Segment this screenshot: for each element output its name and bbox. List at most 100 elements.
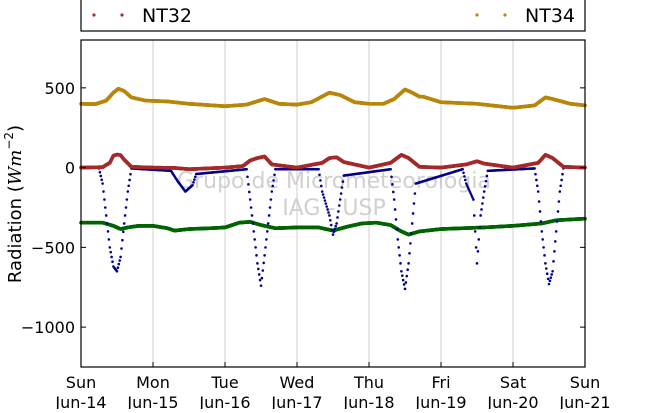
- point-series-2-339: [395, 228, 399, 231]
- point-series-2-427: [473, 214, 476, 217]
- point-series-2-439: [483, 185, 487, 188]
- point-series-2-187: [262, 261, 266, 265]
- series-series-2: [97, 167, 565, 291]
- point-series-2-359: [413, 192, 417, 195]
- point-series-2-509: [545, 267, 548, 270]
- point-series-2-264: [329, 223, 333, 227]
- point-series-2-517: [552, 260, 555, 263]
- point-series-2-34: [128, 178, 131, 182]
- point-series-2-501: [537, 200, 541, 203]
- point-series-2-30: [124, 206, 128, 209]
- series-nt32: [79, 152, 587, 171]
- x-tick-label-day-7: Sun: [570, 373, 600, 392]
- point-series-2-428: [473, 230, 477, 233]
- point-series-2-259: [325, 205, 329, 208]
- point-series-2-527: [561, 172, 564, 176]
- point-series-2-433: [478, 226, 482, 229]
- point-series-2-183: [258, 278, 262, 282]
- point-series-2-358: [412, 202, 416, 205]
- point-series-2-437: [482, 196, 485, 199]
- point-series-2-182: [257, 273, 261, 276]
- point-series-2-31: [125, 198, 129, 201]
- point-series-2-199: [273, 173, 276, 177]
- point-series-2-4: [101, 182, 104, 185]
- point-series-2-15: [111, 260, 114, 264]
- point-series-2-252: [319, 179, 322, 182]
- point-series-2-423: [469, 192, 473, 195]
- point-series-2-417: [464, 178, 467, 182]
- point-series-2-502: [538, 210, 542, 213]
- legend-marker-nt34-1: [503, 13, 507, 17]
- point-series-2-515: [550, 273, 553, 276]
- x-tick-label-day-5: Fri: [431, 373, 450, 392]
- point-series-2-344: [400, 269, 403, 273]
- point-series-2-343: [399, 262, 402, 265]
- x-tick-label-day-3: Wed: [280, 373, 315, 392]
- point-series-2-3: [100, 178, 103, 182]
- point-series-2-522: [556, 210, 560, 213]
- series-nt34: [79, 86, 587, 110]
- point-series-2-175: [251, 222, 255, 225]
- point-series-2-512: [547, 282, 551, 286]
- point-series-2-347: [402, 283, 406, 286]
- point-series-2-7: [104, 206, 107, 209]
- point-series-2-33: [127, 184, 130, 188]
- legend: NT32 NT34: [80, 0, 586, 32]
- point-series-2-257: [323, 199, 327, 202]
- point-series-2-432: [477, 238, 481, 241]
- x-tick-label-day-1: Mon: [136, 373, 170, 392]
- point-series-2-332: [389, 167, 392, 171]
- point-series-2-188: [263, 254, 266, 257]
- point-series-2-170: [247, 183, 250, 186]
- point-series-2-357: [411, 212, 415, 215]
- point-series-2-436: [481, 202, 484, 205]
- point-series-2-274: [338, 198, 342, 201]
- point-series-2-269: [334, 224, 338, 228]
- point-series-2-504: [540, 230, 544, 233]
- point-series-2-268: [333, 227, 337, 231]
- point-series-2-348: [403, 287, 407, 291]
- point-series-2-260: [326, 208, 329, 211]
- point-series-2-277: [341, 180, 345, 183]
- point-series-2-266: [331, 233, 335, 236]
- y-tick-label-1: 0: [65, 159, 75, 178]
- point-series-2-174: [250, 214, 254, 217]
- point-series-2-251: [318, 173, 321, 177]
- point-series-2-429: [474, 246, 478, 249]
- series-layer: [79, 86, 587, 291]
- x-tick-label-date-3: Jun-17: [270, 393, 322, 409]
- point-series-2-173: [249, 206, 253, 209]
- point-series-2-498: [535, 178, 538, 182]
- point-series-2-194: [268, 206, 272, 209]
- y-axis-title: Radiation (Wm−2): [2, 125, 26, 283]
- point-series-2-255: [321, 193, 325, 196]
- point-series-2-416: [463, 175, 466, 178]
- point-series-2-438: [482, 190, 486, 193]
- point-series-2-419: [465, 184, 469, 187]
- point-series-2-511: [546, 277, 550, 281]
- point-series-2-180: [256, 262, 259, 265]
- point-series-2-345: [401, 274, 404, 277]
- point-series-2-431: [476, 250, 480, 253]
- point-series-2-440: [484, 179, 488, 183]
- point-series-2-525: [559, 184, 562, 188]
- point-series-2-27: [122, 230, 125, 234]
- y-axis-label: Radiation (Wm−2): [2, 125, 26, 283]
- point-series-2-28: [122, 222, 126, 225]
- point-series-2-12: [108, 246, 112, 249]
- point-series-2-13: [109, 250, 112, 254]
- point-series-2-524: [558, 190, 562, 193]
- y-tick-label-2: −500: [31, 238, 75, 257]
- point-series-2-171: [248, 190, 251, 194]
- point-series-2-1: [98, 170, 102, 174]
- point-series-2-6: [103, 198, 106, 201]
- point-series-2-24: [119, 255, 122, 259]
- watermark-line-2: IAG - USP: [282, 196, 385, 221]
- point-series-2-518: [553, 250, 556, 253]
- point-series-2-334: [391, 183, 394, 186]
- point-series-2-177: [253, 238, 256, 241]
- point-series-2-353: [408, 252, 411, 255]
- point-series-2-434: [479, 214, 482, 217]
- point-series-2-414: [461, 167, 464, 171]
